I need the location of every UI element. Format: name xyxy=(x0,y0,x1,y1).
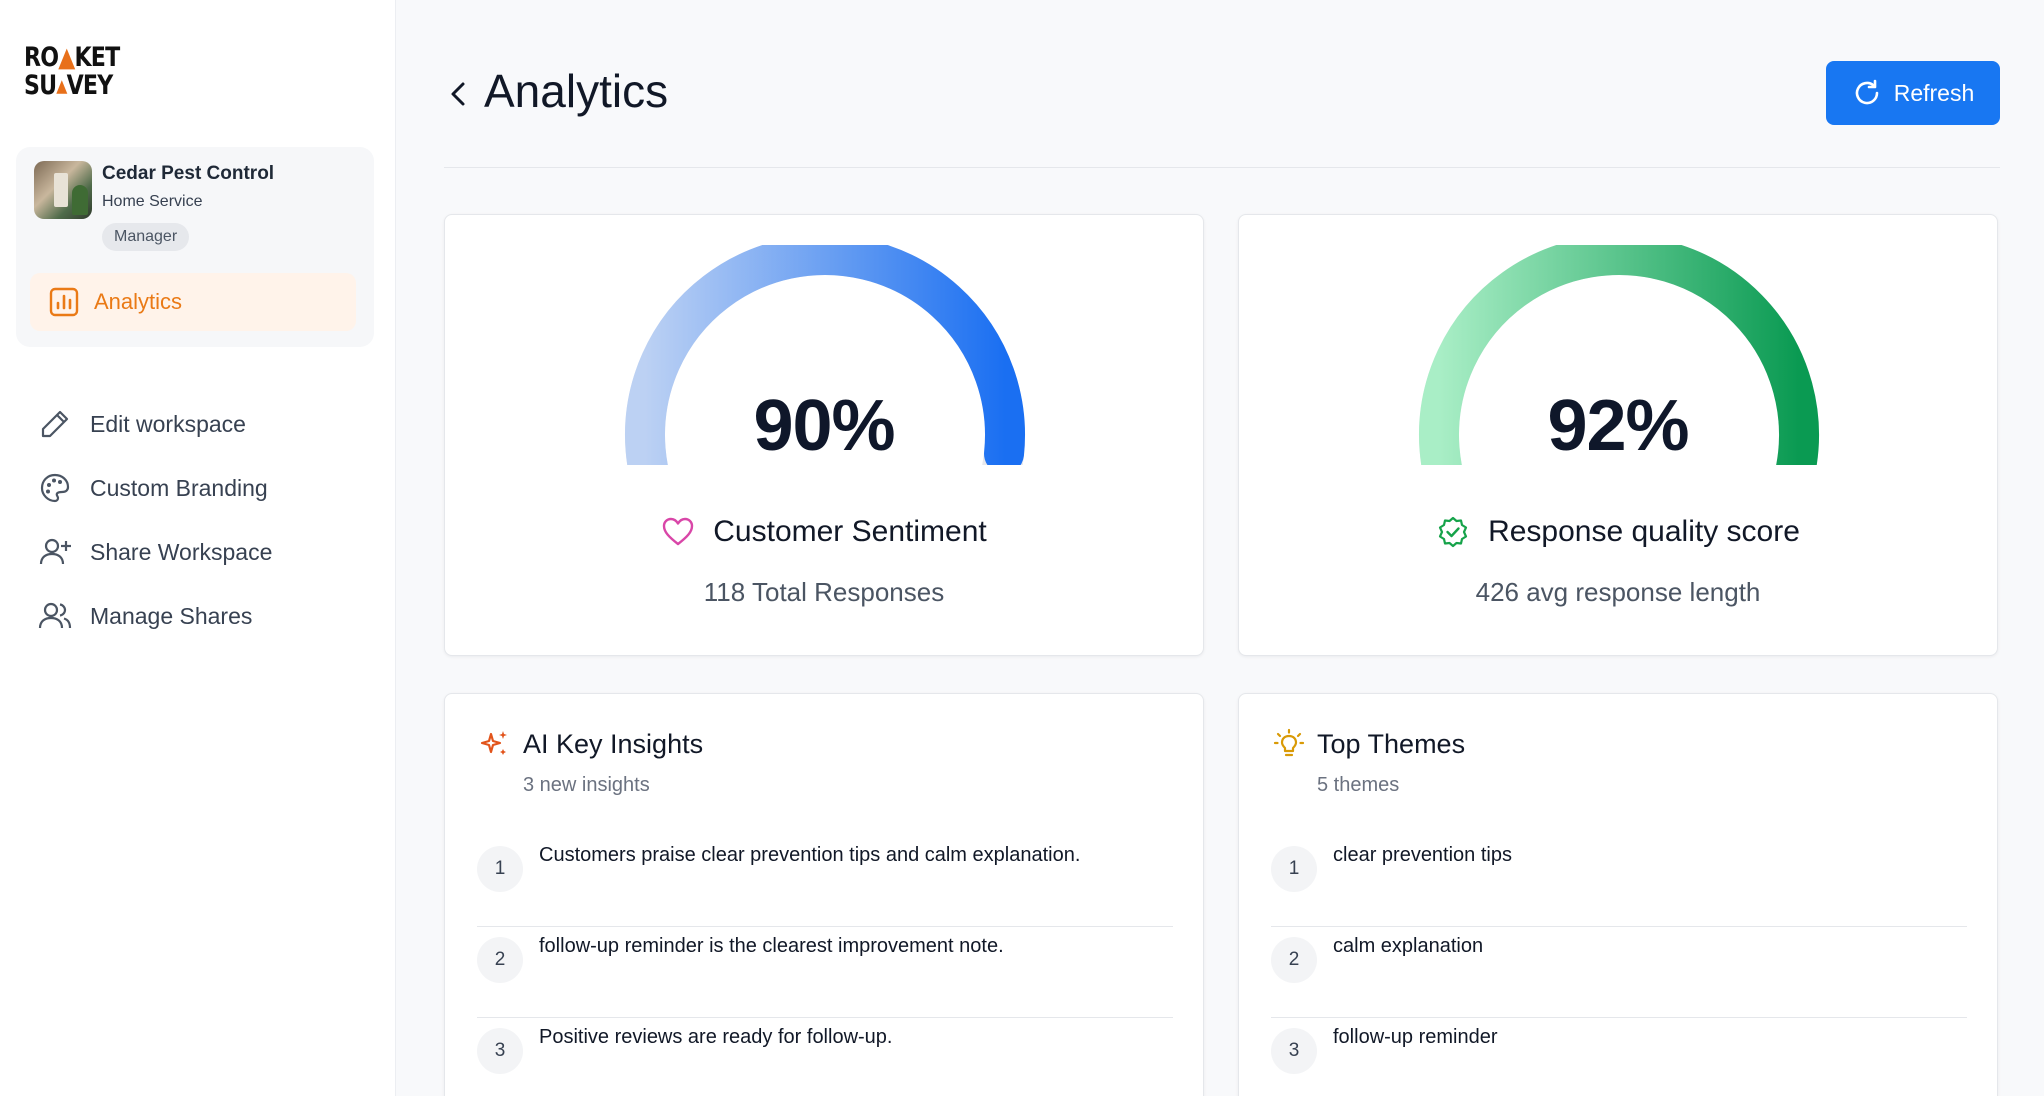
insight-text: Customers praise clear prevention tips a… xyxy=(539,844,1081,866)
rocket-survey-logo[interactable]: RO▲KET SU▴VEY xyxy=(24,42,120,101)
sidebar-item-label: Share Workspace xyxy=(90,538,273,565)
sparkles-icon xyxy=(480,731,507,755)
insights-title-row: AI Key Insights xyxy=(479,728,703,760)
item-number: 3 xyxy=(477,1028,523,1074)
list-item: 1 clear prevention tips xyxy=(1271,836,1967,927)
sentiment-card: 90% Customer Sentiment 118 Total Respons… xyxy=(444,214,1204,656)
list-item: 1 Customers praise clear prevention tips… xyxy=(477,836,1173,927)
gauge-fill xyxy=(1419,245,1819,465)
item-number: 2 xyxy=(477,937,523,983)
sidebar-item-manage-shares[interactable]: Manage Shares xyxy=(38,584,272,648)
item-number: 1 xyxy=(477,846,523,892)
theme-text: calm explanation xyxy=(1333,935,1484,957)
sentiment-value: 90% xyxy=(753,386,895,466)
palette-icon xyxy=(40,473,70,503)
refresh-label: Refresh xyxy=(1893,79,1975,106)
theme-text: clear prevention tips xyxy=(1333,844,1512,866)
themes-count: 5 themes xyxy=(1317,774,1400,796)
refresh-button[interactable]: Refresh xyxy=(1826,61,2000,125)
workspace-thumbnail xyxy=(34,161,92,219)
page-title: Analytics xyxy=(484,65,669,117)
sentiment-label-row: Customer Sentiment xyxy=(445,515,1203,549)
themes-title-row: Top Themes xyxy=(1273,728,1465,760)
item-number: 3 xyxy=(1271,1028,1317,1074)
insights-title: AI Key Insights xyxy=(523,728,704,759)
list-item: 2 calm explanation xyxy=(1271,927,1967,1018)
users-icon xyxy=(38,602,72,629)
insight-text: Positive reviews are ready for follow-up… xyxy=(539,1026,893,1048)
bar-chart-icon xyxy=(49,287,79,317)
workspace-type: Home Service xyxy=(102,193,203,210)
list-item: 2 follow-up reminder is the clearest imp… xyxy=(477,927,1173,1018)
quality-label: Response quality score xyxy=(1488,515,1800,548)
sidebar-item-label: Edit workspace xyxy=(90,410,246,437)
sidebar-item-label: Custom Branding xyxy=(90,474,268,501)
themes-title: Top Themes xyxy=(1317,728,1466,759)
item-number: 2 xyxy=(1271,937,1317,983)
avg-response-length: 426 avg response length xyxy=(1475,577,1761,607)
sidebar-item-analytics[interactable]: Analytics xyxy=(30,273,356,331)
quality-gauge xyxy=(1419,245,1819,465)
heart-icon xyxy=(663,517,694,546)
insights-list: 1 Customers praise clear prevention tips… xyxy=(477,836,1173,1096)
item-number: 1 xyxy=(1271,846,1317,892)
sidebar-item-label: Manage Shares xyxy=(90,602,253,629)
quality-label-row: Response quality score xyxy=(1239,515,1997,549)
sidebar: RO▲KET SU▴VEY Cedar Pest Control Home Se… xyxy=(0,0,396,1096)
insights-count: 3 new insights xyxy=(523,774,650,796)
user-plus-icon xyxy=(39,538,71,565)
list-item: 3 Positive reviews are ready for follow-… xyxy=(477,1018,1173,1096)
workspace-name: Cedar Pest Control xyxy=(102,163,275,184)
gauge-fill xyxy=(625,245,1025,465)
sidebar-item-label: Analytics xyxy=(94,289,183,314)
ai-insights-card: AI Key Insights 3 new insights 1 Custome… xyxy=(444,693,1204,1096)
quality-card: 92% Response quality score 426 avg respo… xyxy=(1238,214,1998,656)
themes-list: 1 clear prevention tips 2 calm explanati… xyxy=(1271,836,1967,1096)
insight-text: follow-up reminder is the clearest impro… xyxy=(539,935,1004,957)
sentiment-gauge xyxy=(625,245,1025,465)
sidebar-item-share-workspace[interactable]: Share Workspace xyxy=(38,520,272,584)
total-responses: 118 Total Responses xyxy=(703,577,945,607)
sidebar-item-edit-workspace[interactable]: Edit workspace xyxy=(38,392,272,456)
list-item: 3 follow-up reminder xyxy=(1271,1018,1967,1096)
sidebar-item-custom-branding[interactable]: Custom Branding xyxy=(38,456,272,520)
page-header: Analytics Refresh xyxy=(444,50,2000,168)
chevron-left-icon[interactable] xyxy=(444,76,474,112)
pencil-icon xyxy=(41,410,69,438)
workspace-card: Cedar Pest Control Home Service Manager … xyxy=(16,147,374,347)
sidebar-nav: Edit workspace Custom Branding Share Wor… xyxy=(38,392,272,648)
lightbulb-icon xyxy=(1273,728,1305,757)
top-themes-card: Top Themes 5 themes 1 clear prevention t… xyxy=(1238,693,1998,1096)
refresh-icon xyxy=(1855,79,1879,105)
role-badge: Manager xyxy=(102,223,190,251)
theme-text: follow-up reminder xyxy=(1333,1026,1498,1048)
sentiment-label: Customer Sentiment xyxy=(713,515,987,548)
quality-value: 92% xyxy=(1547,386,1689,466)
badge-check-icon xyxy=(1438,516,1468,548)
